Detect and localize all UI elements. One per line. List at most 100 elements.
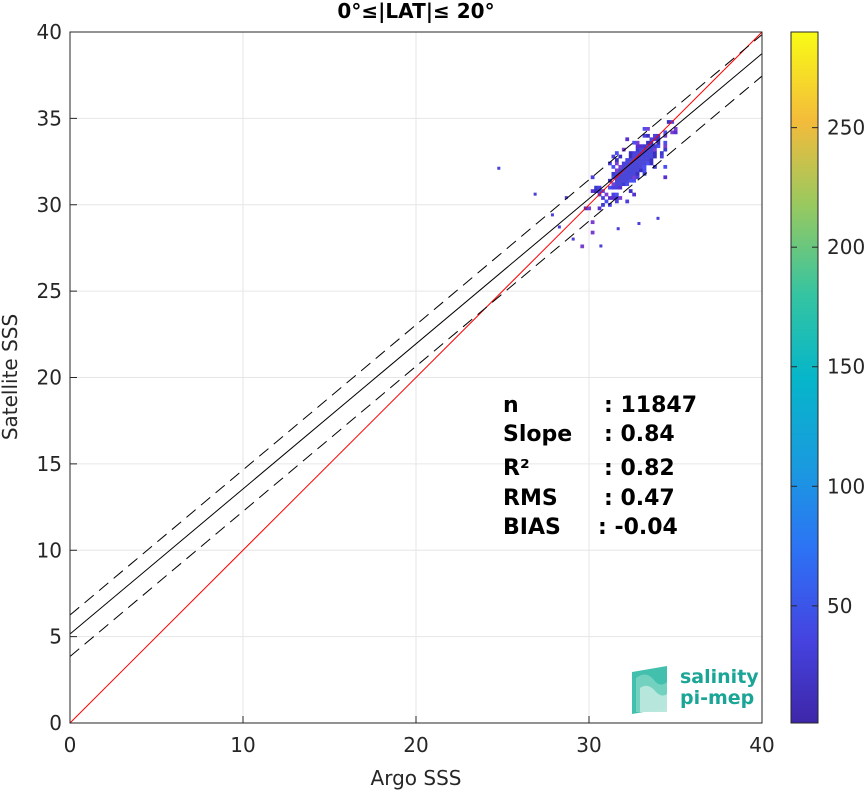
heatmap-cell [614,161,619,166]
heatmap-cell [663,175,668,180]
heatmap-cell [557,225,561,229]
heatmap-cell [616,227,620,231]
heatmap-cell [611,171,616,176]
heatmap-cell [625,178,630,183]
heatmap-cell [646,158,650,162]
heatmap-cell [614,178,619,183]
heatmap-cell [635,144,640,149]
heatmap-cell [632,161,637,166]
x-tick-label: 40 [749,733,774,757]
heatmap-cell [653,144,657,149]
heatmap-cell [625,171,630,176]
heatmap-cell [632,175,637,180]
heatmap-cell [632,178,637,183]
heatmap-cell [649,161,654,166]
heatmap-cell [653,165,657,169]
heatmap-cell [663,140,668,145]
heatmap-cell [614,151,619,155]
stat-rms-value: : 0.47 [604,486,675,511]
stats-panel: n : 11847 Slope : 0.84 R² : 0.82 RMS : 0… [503,393,697,540]
heatmap-cell [618,196,623,200]
heatmap-cell [497,166,501,170]
x-axis-label: Argo SSS [371,766,462,790]
heatmap-cell [618,178,623,183]
heatmap-cell [628,168,633,173]
colorbar [790,31,819,724]
heatmap-cell [614,192,619,197]
heatmap-cell [597,185,602,190]
y-tick-label: 10 [37,538,62,562]
heatmap-cell [642,158,647,162]
logo-line2: pi-mep [680,687,754,709]
colorbar-tick-label: 50 [827,594,852,618]
heatmap-cell [649,151,654,155]
heatmap-cell [635,147,640,152]
heatmap-cell [642,168,647,173]
heatmap-cell [628,165,633,169]
heatmap-cell [656,144,661,149]
heatmap-cell [639,147,643,152]
heatmap-cell [625,168,630,173]
heatmap-cell [628,151,633,155]
regression-line [70,53,762,635]
heatmap-cell [632,168,637,173]
heatmap-cell [653,154,657,159]
heatmap-cell [673,127,678,131]
stat-n-label: n [503,393,519,418]
heatmap-cell [611,175,616,180]
salinity-pimep-logo: salinity pi-mep [632,666,759,714]
heatmap-cell [646,161,650,166]
y-axis-label: Satellite SSS [0,314,22,440]
heatmap-cell [628,158,633,162]
heatmap-cell [635,165,640,169]
heatmap-cell [642,133,647,138]
heatmap-cell [656,216,660,220]
heatmap-cell [649,158,654,162]
heatmap-cell [642,144,647,149]
stat-bias-label: BIAS [503,515,561,540]
y-tick-label: 5 [49,625,62,649]
heatmap-cell [663,130,668,135]
heatmap-cell [618,182,623,187]
heatmap-cell [635,171,640,176]
heatmap-cell [628,175,633,180]
heatmap-cell [632,140,637,145]
heatmap-cell [628,171,633,176]
heatmap-cell [673,130,678,135]
heatmap-cell [635,151,640,155]
heatmap-cell [590,175,595,180]
heatmap-cell [642,154,647,159]
heatmap-cell [659,151,664,155]
heatmap-cell [550,213,554,217]
heatmap-cell [604,199,609,204]
logo-line1: salinity [680,666,759,688]
stat-slope-value: : 0.84 [604,422,675,447]
heatmap-cell [625,199,630,204]
density-heatmap [497,120,678,249]
x-tick-label: 30 [576,733,601,757]
heatmap-cell [653,133,657,138]
heatmap-cell [621,175,626,180]
stat-rms-label: RMS [503,486,558,511]
heatmap-cell [618,168,623,173]
heatmap-cell [625,182,630,187]
y-tick-label: 20 [37,366,62,390]
heatmap-cell [590,189,595,193]
colorbar-ticks: 50 100 150 200 250 [791,116,865,618]
heatmap-cell [646,140,650,145]
heatmap-cell [646,151,650,155]
heatmap-cell [635,175,640,180]
heatmap-cell [632,171,637,176]
heatmap-cell [604,192,609,197]
heatmap-cell [618,165,623,169]
heatmap-cell [639,158,643,162]
heatmap-cell [642,171,647,176]
colorbar-tick-label: 250 [827,116,865,140]
heatmap-cell [639,154,643,159]
x-tick-label: 0 [64,733,77,757]
heatmap-cell [590,220,595,225]
y-tick-label: 0 [49,711,62,735]
heatmap-cell [632,192,637,197]
stat-r2-value: : 0.82 [604,456,675,481]
heatmap-cell [621,147,626,152]
